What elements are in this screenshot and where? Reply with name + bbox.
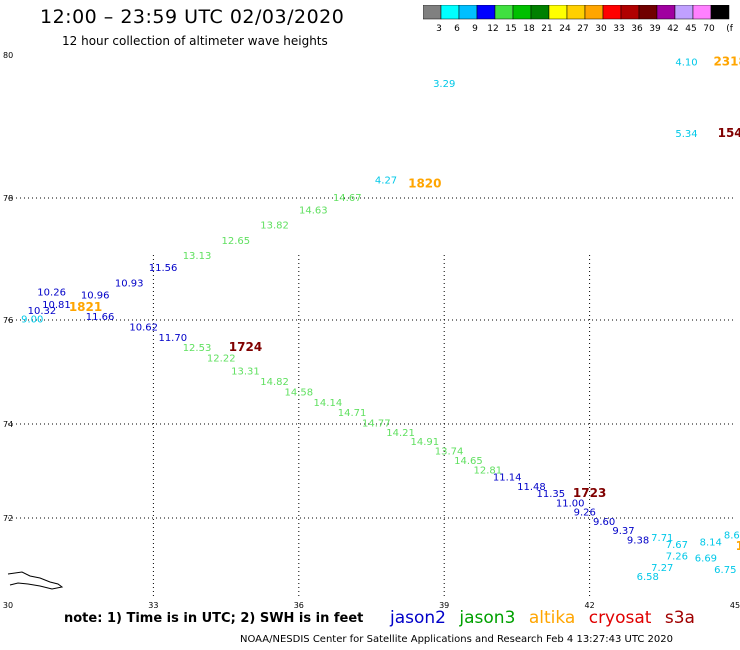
colorbar-label: 36 xyxy=(631,24,643,34)
wave-height-label: 10.62 xyxy=(129,322,158,333)
wave-height-label: 11.00 xyxy=(556,498,585,509)
wave-height-label: 4.10 xyxy=(675,58,697,69)
colorbar-label: (ft) xyxy=(726,24,733,34)
wave-height-label: 9.00 xyxy=(21,315,43,326)
wave-height-label: 14.21 xyxy=(386,428,415,439)
wave-height-label: 11.14 xyxy=(493,472,522,483)
pass-time-label: 1723 xyxy=(573,486,606,500)
wave-height-label: 14.58 xyxy=(284,387,313,398)
wave-height-label: 14.82 xyxy=(260,377,289,388)
wave-height-label: 9.26 xyxy=(574,508,596,519)
colorbar-label: 70 xyxy=(703,24,715,34)
wave-height-label: 8.66 xyxy=(724,531,740,542)
wave-height-label: 9.60 xyxy=(593,517,615,528)
wave-height-label: 13.74 xyxy=(435,447,464,458)
wave-height-label: 10.32 xyxy=(28,306,57,317)
lat-tick-label: 78 xyxy=(3,194,13,203)
wave-height-label: 12.22 xyxy=(207,354,236,365)
colorbar-label: 45 xyxy=(685,24,696,34)
wave-height-label: 11.70 xyxy=(158,333,187,344)
wave-height-label: 13.13 xyxy=(183,251,212,262)
pass-time-label: 154 xyxy=(718,126,740,140)
satellite-jason2: jason2 xyxy=(390,608,446,628)
pass-time-label: 1724 xyxy=(229,340,262,354)
wave-height-label: 14.91 xyxy=(410,437,439,448)
wave-height-label: 14.65 xyxy=(454,456,483,467)
wave-height-label: 14.77 xyxy=(362,418,391,429)
wave-height-label: 6.58 xyxy=(637,572,659,583)
satellite-jason3: jason3 xyxy=(459,608,516,628)
wave-height-label: 12.53 xyxy=(183,343,212,354)
map-subtitle: 12 hour collection of altimeter wave hei… xyxy=(62,34,328,48)
pass-time-label: 1 xyxy=(736,539,740,553)
colorbar-label: 21 xyxy=(541,24,552,34)
colorbar-label: 3 xyxy=(436,24,442,34)
lon-tick-label: 39 xyxy=(439,601,449,610)
credit-line: NOAA/NESDIS Center for Satellite Applica… xyxy=(240,634,673,645)
legend-note: note: 1) Time is in UTC; 2) SWH is in fe… xyxy=(64,611,364,626)
lon-tick-label: 42 xyxy=(585,601,595,610)
colorbar-label: 12 xyxy=(487,24,498,34)
wave-height-label: 12.81 xyxy=(473,465,502,476)
altimeter-map: 72 74 76 78 80 30 33 36 39 42 45 3.29 4.10 5.34 9.00 7.… xyxy=(3,51,740,610)
wave-height-label: 7.67 xyxy=(666,540,688,551)
colorbar-label: 9 xyxy=(472,24,478,34)
wave-height-label: 13.31 xyxy=(231,367,260,378)
map-title: 12:00 – 23:59 UTC 02/03/2020 xyxy=(40,6,345,28)
lat-tick-label: 72 xyxy=(3,514,13,523)
wave-height-label: 8.14 xyxy=(700,538,722,549)
wave-height-label: 5.34 xyxy=(675,129,697,140)
lon-tick-label: 30 xyxy=(3,601,13,610)
colorbar-label: 18 xyxy=(523,24,535,34)
colorbar-swatch xyxy=(710,5,730,20)
colorbar-label: 24 xyxy=(559,24,571,34)
wave-height-label: 7.71 xyxy=(651,533,673,544)
lon-tick-label: 36 xyxy=(294,601,304,610)
colorbar-label: 42 xyxy=(667,24,678,34)
colorbar-label: 30 xyxy=(595,24,607,34)
wave-height-label: 11.48 xyxy=(517,482,546,493)
lat-tick-label: 76 xyxy=(3,316,13,325)
lat-tick-label: 80 xyxy=(3,51,13,60)
wave-height-label: 14.71 xyxy=(338,408,367,419)
wave-height-label: 14.63 xyxy=(299,205,328,216)
wave-height-label: 13.82 xyxy=(260,221,289,232)
wave-height-label: 7.27 xyxy=(651,563,673,574)
wave-height-label: 4.27 xyxy=(375,176,397,187)
wave-height-label: 11.56 xyxy=(149,263,178,274)
wave-height-label: 3.29 xyxy=(433,79,455,90)
wave-height-label: 11.35 xyxy=(537,489,566,500)
colorbar-label: 33 xyxy=(613,24,624,34)
colorbar-label: 15 xyxy=(505,24,516,34)
satellite-cryosat: cryosat xyxy=(588,608,652,628)
satellite-s3a: s3a xyxy=(664,608,695,628)
satellite-altika: altika xyxy=(528,608,576,628)
wave-height-label: 10.96 xyxy=(81,291,110,302)
wave-height-label: 11.66 xyxy=(86,312,115,323)
wave-height-label: 9.38 xyxy=(627,535,649,546)
wave-height-label: 9.37 xyxy=(612,526,634,537)
wave-height-label: 12.65 xyxy=(221,236,250,247)
wave-height-label: 6.69 xyxy=(695,554,717,565)
colorbar-label: 6 xyxy=(454,24,460,34)
pass-time-label: 2318 xyxy=(713,55,740,69)
lon-tick-label: 33 xyxy=(148,601,158,610)
pass-time-label: 1820 xyxy=(408,176,441,190)
coastline xyxy=(7,571,64,590)
wave-height-label: 10.81 xyxy=(42,300,71,311)
wave-height-label: 6.75 xyxy=(714,565,736,576)
pass-time-label: 1821 xyxy=(69,300,102,314)
colorbar-label: 27 xyxy=(577,24,588,34)
wave-height-label: 7.26 xyxy=(666,551,688,562)
satellite-legend: jason2 jason3 altika cryosat s3a xyxy=(390,608,703,628)
wave-height-label: 10.26 xyxy=(37,288,66,299)
lon-tick-label: 45 xyxy=(730,601,740,610)
wave-height-label: 14.67 xyxy=(333,193,362,204)
lat-tick-label: 74 xyxy=(3,420,13,429)
colorbar-label: 39 xyxy=(649,24,661,34)
wave-height-label: 10.93 xyxy=(115,278,144,289)
wave-height-label: 14.14 xyxy=(314,398,343,409)
